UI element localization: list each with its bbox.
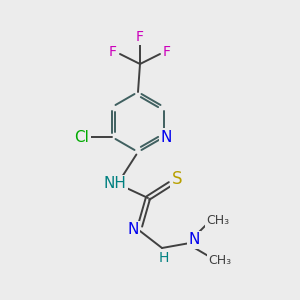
Text: S: S [172, 170, 182, 188]
Text: NH: NH [103, 176, 126, 191]
Text: CH₃: CH₃ [208, 254, 232, 266]
Text: N: N [160, 130, 172, 145]
Text: CH₃: CH₃ [206, 214, 230, 226]
Text: N: N [188, 232, 200, 247]
Text: F: F [163, 45, 171, 59]
Text: Cl: Cl [75, 130, 89, 145]
Text: H: H [159, 251, 169, 265]
Text: N: N [127, 223, 139, 238]
Text: F: F [136, 30, 144, 44]
Text: F: F [109, 45, 117, 59]
